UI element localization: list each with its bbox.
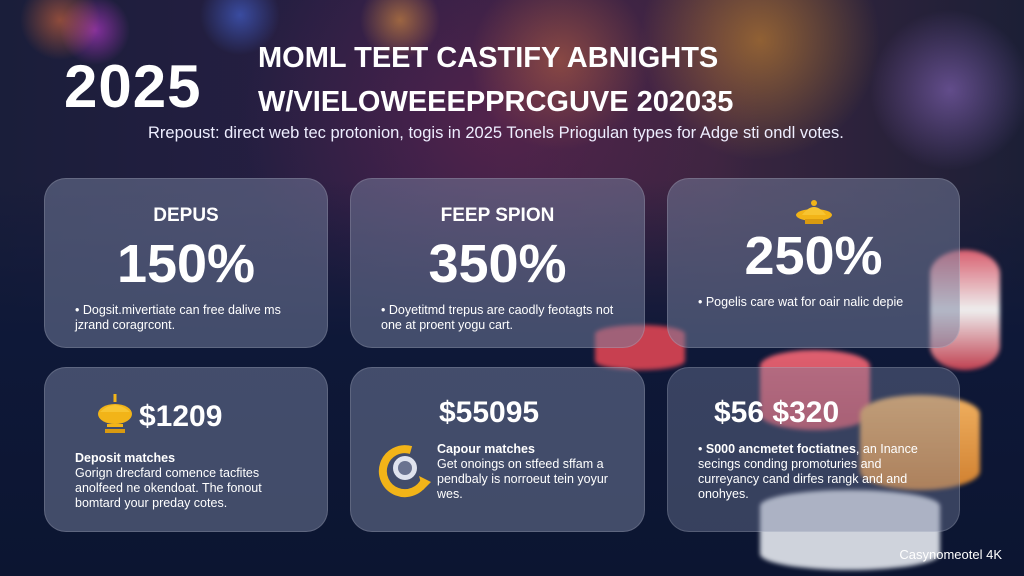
- card-text: • Dogsit.mivertiate can free dalive ms j…: [75, 303, 281, 332]
- card-heading: Capour matches: [437, 442, 535, 456]
- card-text: Get onoings on stfeed sffam a pendbaly i…: [437, 457, 608, 501]
- title-line: MOML TEET CASTIFY ABNIGHTS: [258, 42, 719, 74]
- coin-arrow-icon: [375, 442, 431, 503]
- card-heading: Deposit matches: [75, 451, 176, 465]
- crown-icon: [698, 199, 929, 225]
- card-value: 350%: [428, 234, 567, 294]
- card-label: FEEP SPION: [440, 205, 555, 226]
- card-value: $1209: [139, 399, 223, 433]
- chip-stack: [760, 490, 940, 570]
- card-heading: S000 ancmetet foctiatnes: [705, 442, 856, 456]
- card-label: DEPUS: [153, 205, 219, 226]
- subtitle: Rrepoust: direct web tec protonion, togi…: [148, 124, 844, 142]
- trophy-icon: [95, 392, 135, 441]
- chip-stack: [860, 395, 980, 490]
- watermark: Casynomeotel 4K: [899, 547, 1002, 562]
- card-value: $55095: [439, 396, 540, 429]
- card-text: • Doyetitmd trepus are caodly feotagts n…: [381, 303, 614, 332]
- bonus-card: FEEP SPION 350% • Doyetitmd trepus are c…: [350, 178, 645, 348]
- bonus-card: DEPUS 150% • Dogsit.mivertiate can free …: [44, 178, 328, 348]
- bonus-card: 250% • Pogelis care wat for oair nalic d…: [667, 178, 960, 348]
- bonus-card: $56 $320 • S000 ancmetet foctiatnes, an …: [667, 367, 960, 532]
- card-text: • Pogelis care wat for oair nalic depie: [698, 295, 904, 309]
- card-text: Gorign drecfard comence tacfites anolfee…: [75, 466, 262, 510]
- bonus-card: $55095 Capour matches Get onoings on stfe…: [350, 367, 645, 532]
- card-value: 150%: [116, 234, 256, 294]
- bonus-card: $1209 Deposit matches Gorign drecfard com…: [44, 367, 328, 532]
- title-line: W/VIELOWEEEPPRCGUVE 202035: [258, 86, 734, 118]
- card-value: 250%: [744, 226, 883, 286]
- page-title: MOML TEET CASTIFY ABNIGHTS W/VIELOWEEEPP…: [258, 36, 733, 124]
- year-heading: 2025: [64, 53, 202, 120]
- card-text: , an Inance secings conding promoturies …: [698, 442, 918, 501]
- card-value: $56 $320: [714, 396, 840, 429]
- chip-stack: [760, 350, 870, 430]
